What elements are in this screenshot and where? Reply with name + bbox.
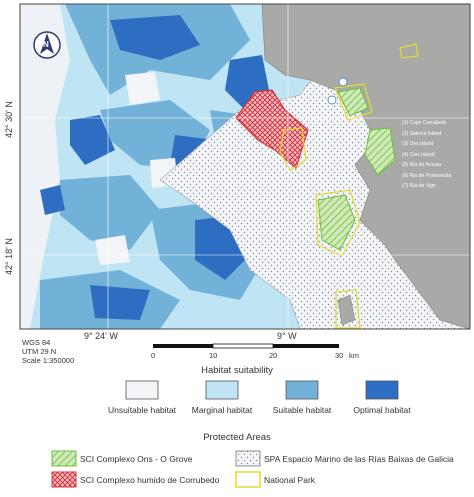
scale-tick-30: 30 xyxy=(335,351,344,360)
projection-utm: UTM 29 N xyxy=(22,347,57,356)
lat-label-1: 42° 30' N xyxy=(4,101,14,138)
habitat-legend-suitable: Suitable habitat xyxy=(272,405,332,415)
protected-legend-title: Protected Areas xyxy=(203,432,271,443)
place-key-item: (7) Ría de Vigo xyxy=(402,183,436,189)
place-key-list: (1) Cape Corrubedo (2) Sálvora Island (3… xyxy=(402,118,451,192)
projection-datum: WGS 84 xyxy=(22,338,51,347)
land xyxy=(261,4,470,329)
habitat-legend-unsuitable: Unsuitable habitat xyxy=(107,405,177,415)
scale-tick-20: 20 xyxy=(269,351,278,360)
protected-swatches xyxy=(51,450,261,488)
lon-label-2: 9° W xyxy=(277,331,297,341)
habitat-legend-optimal: Optimal habitat xyxy=(353,405,411,415)
legend-national-park: National Park xyxy=(264,475,316,485)
place-key-item: (5) Ría de Arousa xyxy=(402,162,442,168)
place-key-item: (3) Ons Island xyxy=(402,141,434,147)
legend-spa: SPA Espacio Marino de las Rías Baixas de… xyxy=(264,454,454,464)
unsuitable-habitat xyxy=(95,72,178,265)
legend-sci-ons: SCI Complexo Ons - O Grove xyxy=(80,454,193,464)
lat-label-2: 42° 18' N xyxy=(4,238,14,275)
place-key-item: (4) Cíes Island xyxy=(402,151,435,158)
scale-tick-0: 0 xyxy=(151,351,156,360)
place-key-item: (6) Ría de Pontevedra xyxy=(402,172,452,179)
place-key-item: (1) Cape Corrubedo xyxy=(402,120,447,126)
habitat-legend-title: Habitat suitability xyxy=(201,365,273,376)
scale-bar xyxy=(153,343,339,349)
projection-scale: Scale 1:350000 xyxy=(22,356,75,365)
deep-ocean-zone xyxy=(20,4,70,329)
sci-ons-o-grove xyxy=(317,87,396,251)
projection-info: WGS 84 UTM 29 N Scale 1:350000 xyxy=(22,338,74,365)
north-arrow-icon xyxy=(33,31,61,59)
graticule xyxy=(20,4,470,329)
sci-corrubedo xyxy=(235,89,309,170)
lon-label-1: 9° 24' W xyxy=(84,331,118,341)
north-arrow-letter: N xyxy=(43,40,49,49)
place-key-item: (2) Sálvora Island xyxy=(402,130,442,137)
habitat-swatches xyxy=(125,380,399,400)
map-markers xyxy=(327,77,348,105)
national-park xyxy=(279,43,419,329)
scale-tick-10: 10 xyxy=(209,351,218,360)
scale-unit: km xyxy=(349,351,359,360)
habitat-legend-marginal: Marginal habitat xyxy=(191,405,253,415)
legend-sci-corrubedo: SCI Complexo humido de Corrubedo xyxy=(80,475,220,485)
map-frame xyxy=(19,3,471,330)
